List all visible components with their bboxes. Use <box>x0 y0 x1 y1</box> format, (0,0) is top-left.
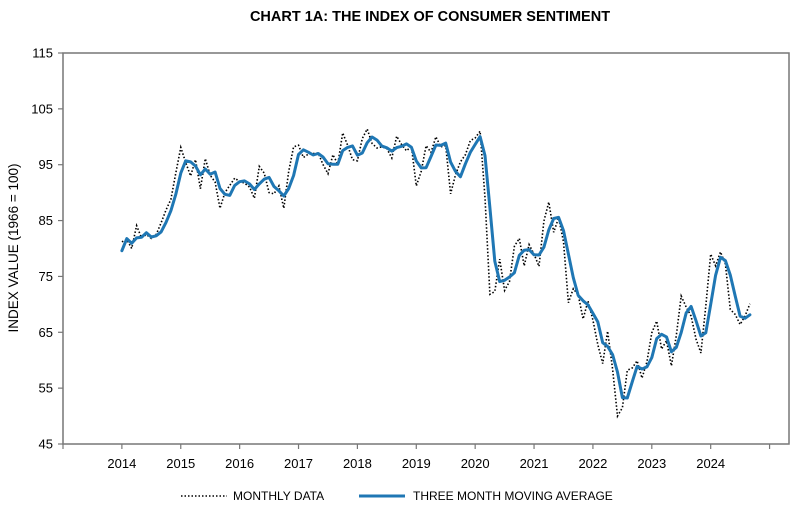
x-tick-label: 2021 <box>520 456 549 471</box>
x-tick-label: 2019 <box>402 456 431 471</box>
x-tick-label: 2018 <box>343 456 372 471</box>
plot-frame <box>62 52 790 445</box>
y-tick-label: 65 <box>39 325 53 340</box>
chart-title: CHART 1A: THE INDEX OF CONSUMER SENTIMEN… <box>249 9 611 25</box>
legend-swatch-solid <box>359 494 405 498</box>
x-tick-label: 2016 <box>225 456 254 471</box>
y-tick-label: 105 <box>31 101 53 116</box>
y-tick-label: 45 <box>39 437 53 452</box>
legend-label: THREE MONTH MOVING AVERAGE <box>413 489 613 503</box>
x-tick-label: 2014 <box>107 456 136 471</box>
legend-swatch-dotted <box>181 495 227 497</box>
series-three-month-moving-average <box>120 135 752 400</box>
y-tick-label: 115 <box>32 46 53 61</box>
x-tick-label: 2017 <box>284 456 313 471</box>
x-tick-label: 2024 <box>696 456 725 471</box>
y-tick-label: 75 <box>39 269 53 284</box>
y-tick-label: 95 <box>39 157 53 172</box>
y-tick-label: 85 <box>39 213 53 228</box>
x-tick-label: 2015 <box>166 456 195 471</box>
y-tick-label: 55 <box>39 381 53 396</box>
legend-label: MONTHLY DATA <box>233 489 325 503</box>
x-tick-label: 2022 <box>578 456 607 471</box>
legend-item-monthly: MONTHLY DATA <box>181 489 324 503</box>
legend-item-moving-average: THREE MONTH MOVING AVERAGE <box>359 489 613 503</box>
x-tick-label: 2020 <box>461 456 490 471</box>
y-axis-label: INDEX VALUE (1966 = 100) <box>6 164 21 333</box>
x-tick-label: 2023 <box>637 456 666 471</box>
